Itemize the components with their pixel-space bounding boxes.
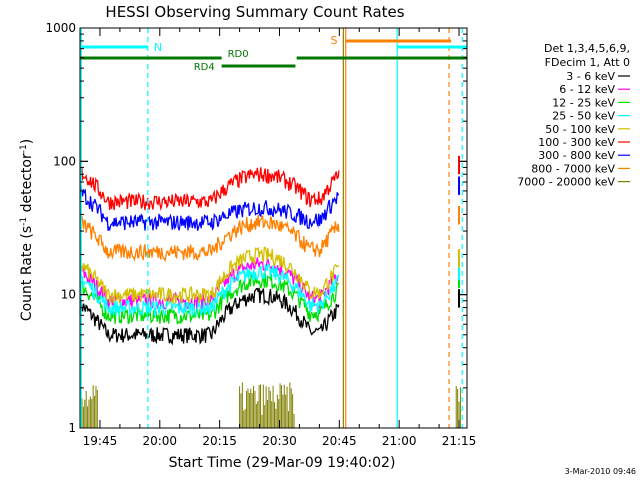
series-7 bbox=[79, 206, 461, 263]
series-line bbox=[79, 246, 340, 304]
legend-header-2: FDecim 1, Att 0 bbox=[545, 56, 630, 69]
series-group bbox=[79, 155, 461, 428]
legend-entry-label: 12 - 25 keV bbox=[552, 96, 615, 109]
x-tick-label: 20:30 bbox=[262, 434, 297, 448]
series-line bbox=[79, 287, 340, 346]
chart-title: HESSI Observing Summary Count Rates bbox=[105, 3, 404, 21]
series-line bbox=[79, 263, 340, 319]
legend-entry-label: 7000 - 20000 keV bbox=[517, 176, 615, 189]
legend-entry-label: 800 - 7000 keV bbox=[531, 162, 615, 175]
y-tick-label: 10 bbox=[61, 288, 76, 302]
series-3 bbox=[79, 261, 461, 319]
legend-header-1: Det 1,3,4,5,6,9, bbox=[544, 42, 630, 55]
footer-timestamp: 3-Mar-2010 09:46 bbox=[565, 467, 636, 476]
x-tick-label: 21:15 bbox=[442, 434, 477, 448]
legend-entry-label: 50 - 100 keV bbox=[545, 123, 615, 136]
legend-entry-label: 3 - 6 keV bbox=[566, 70, 615, 83]
y-axis-label: Count Rate (s-1 detector-1) bbox=[19, 139, 35, 321]
x-tick-label: 20:45 bbox=[322, 434, 357, 448]
series-line bbox=[79, 214, 340, 263]
x-tick-label: 19:45 bbox=[83, 434, 118, 448]
x-tick-label: 20:15 bbox=[202, 434, 237, 448]
y-tick-label: 1 bbox=[68, 421, 76, 435]
rd0-label: RD0 bbox=[228, 49, 249, 60]
series-line bbox=[79, 165, 340, 212]
night-label: N bbox=[154, 41, 162, 54]
x-axis-label: Start Time (29-Mar-09 19:40:02) bbox=[169, 455, 396, 471]
x-tick-label: 21:00 bbox=[382, 434, 417, 448]
series-8 bbox=[81, 382, 461, 428]
flag-bars: N S RD0 RD4 bbox=[80, 34, 467, 73]
legend-entry-label: 100 - 300 keV bbox=[538, 136, 615, 149]
x-tick-label: 20:00 bbox=[142, 434, 177, 448]
series-4 bbox=[79, 246, 461, 304]
legend-entry-label: 300 - 800 keV bbox=[538, 149, 615, 162]
rd4-label: RD4 bbox=[194, 62, 215, 73]
y-tick-label: 1000 bbox=[45, 21, 76, 35]
series-0 bbox=[79, 287, 461, 346]
legend-entry-label: 6 - 12 keV bbox=[559, 83, 615, 96]
legend: Det 1,3,4,5,6,9, FDecim 1, Att 0 3 - 6 k… bbox=[517, 42, 630, 189]
x-axis-ticks: 19:45 20:00 20:15 20:30 20:45 21:00 21:15 bbox=[79, 28, 477, 448]
saa-label: S bbox=[331, 34, 338, 47]
series-line bbox=[79, 185, 340, 232]
legend-entry-label: 25 - 50 keV bbox=[552, 110, 615, 123]
y-tick-label: 100 bbox=[53, 154, 76, 168]
series-line bbox=[79, 272, 339, 325]
y-axis-ticks: 1 10 100 1000 bbox=[45, 21, 467, 435]
series-6 bbox=[79, 176, 461, 232]
series-5 bbox=[79, 155, 461, 212]
plot-frame bbox=[79, 27, 468, 429]
vertical-markers bbox=[80, 28, 463, 428]
